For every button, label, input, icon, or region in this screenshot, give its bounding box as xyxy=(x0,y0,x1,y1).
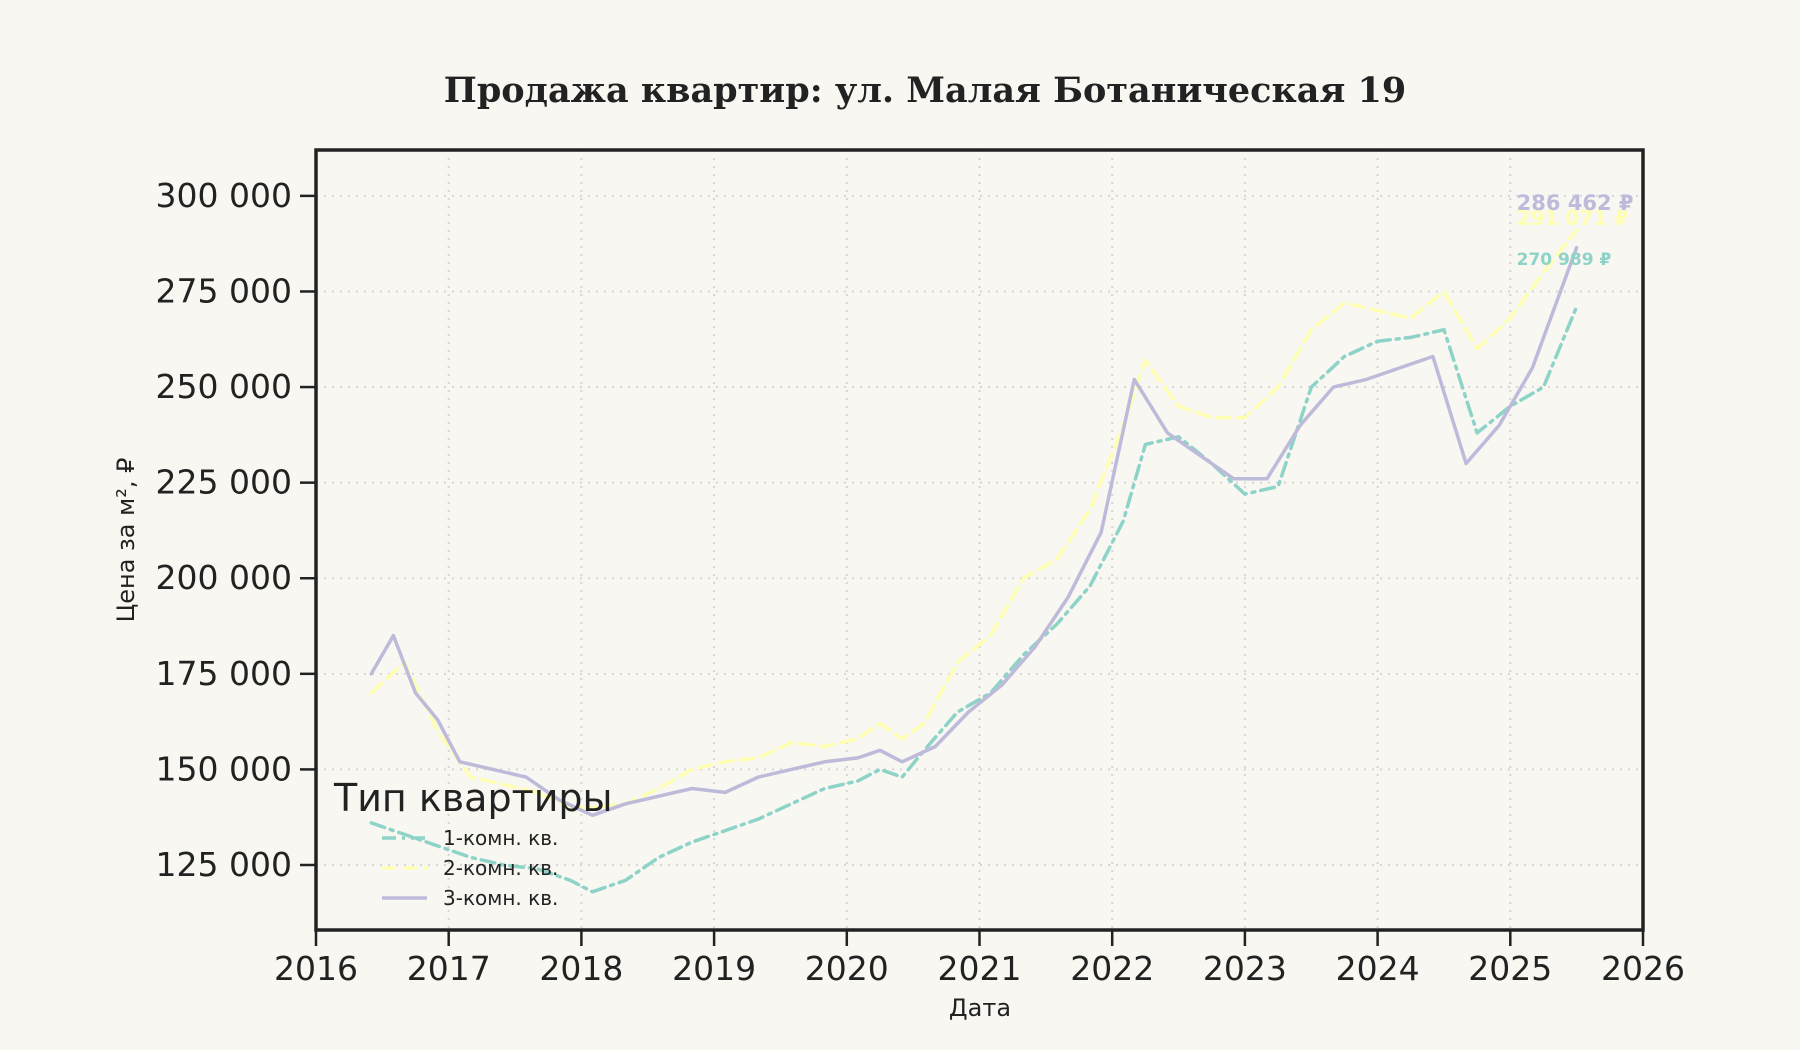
legend-item-label: 3-комн. кв. xyxy=(443,886,558,910)
y-tick-label: 225 000 xyxy=(156,463,292,502)
end-labels: 270 989 ₽ 291 071 ₽286 462 ₽ xyxy=(1517,191,1634,270)
legend-title: Тип квартиры xyxy=(333,776,613,820)
y-tick-label: 200 000 xyxy=(156,558,292,597)
x-tick-label: 2019 xyxy=(672,949,756,988)
x-tick-label: 2020 xyxy=(805,949,889,988)
grid xyxy=(316,150,1643,930)
series-line xyxy=(369,245,1579,818)
end-value-label: 270 989 ₽ xyxy=(1517,250,1612,270)
x-tick-label: 2022 xyxy=(1070,949,1154,988)
legend: Тип квартиры 1-комн. кв. 2-комн. кв. 3-ком… xyxy=(333,776,613,910)
x-tick-label: 2017 xyxy=(407,949,491,988)
legend-item-label: 1-комн. кв. xyxy=(443,826,558,850)
x-axis: 2016 2017 2018 2019 2020 2021 2022 2023 2024 2025… xyxy=(274,930,1685,988)
legend-item-label: 2-комн. кв. xyxy=(443,856,558,880)
y-tick-label: 300 000 xyxy=(156,176,292,215)
x-tick-label: 2016 xyxy=(274,949,358,988)
series-layer xyxy=(369,228,1579,894)
chart-title: Продажа квартир: ул. Малая Ботаническая … xyxy=(444,70,1406,111)
series-line xyxy=(369,228,1579,810)
x-tick-label: 2018 xyxy=(539,949,623,988)
x-tick-label: 2021 xyxy=(938,949,1022,988)
x-tick-label: 2023 xyxy=(1203,949,1287,988)
y-tick-label: 125 000 xyxy=(156,845,292,884)
series-line xyxy=(369,305,1579,894)
x-axis-label: Дата xyxy=(949,994,1011,1022)
x-tick-label: 2026 xyxy=(1601,949,1685,988)
end-value-label: 291 071 ₽ xyxy=(1517,206,1628,230)
y-axis-label: Цена за м², ₽ xyxy=(112,458,140,623)
y-tick-label: 275 000 xyxy=(156,271,292,310)
y-tick-label: 150 000 xyxy=(156,749,292,788)
x-tick-label: 2024 xyxy=(1336,949,1420,988)
y-tick-label: 250 000 xyxy=(156,367,292,406)
end-value-label: 286 462 ₽ xyxy=(1517,191,1634,215)
x-tick-label: 2025 xyxy=(1468,949,1552,988)
y-axis: 125 000 150 000 175 000 200 000 225 000 250 0… xyxy=(156,176,316,884)
y-tick-label: 175 000 xyxy=(156,654,292,693)
